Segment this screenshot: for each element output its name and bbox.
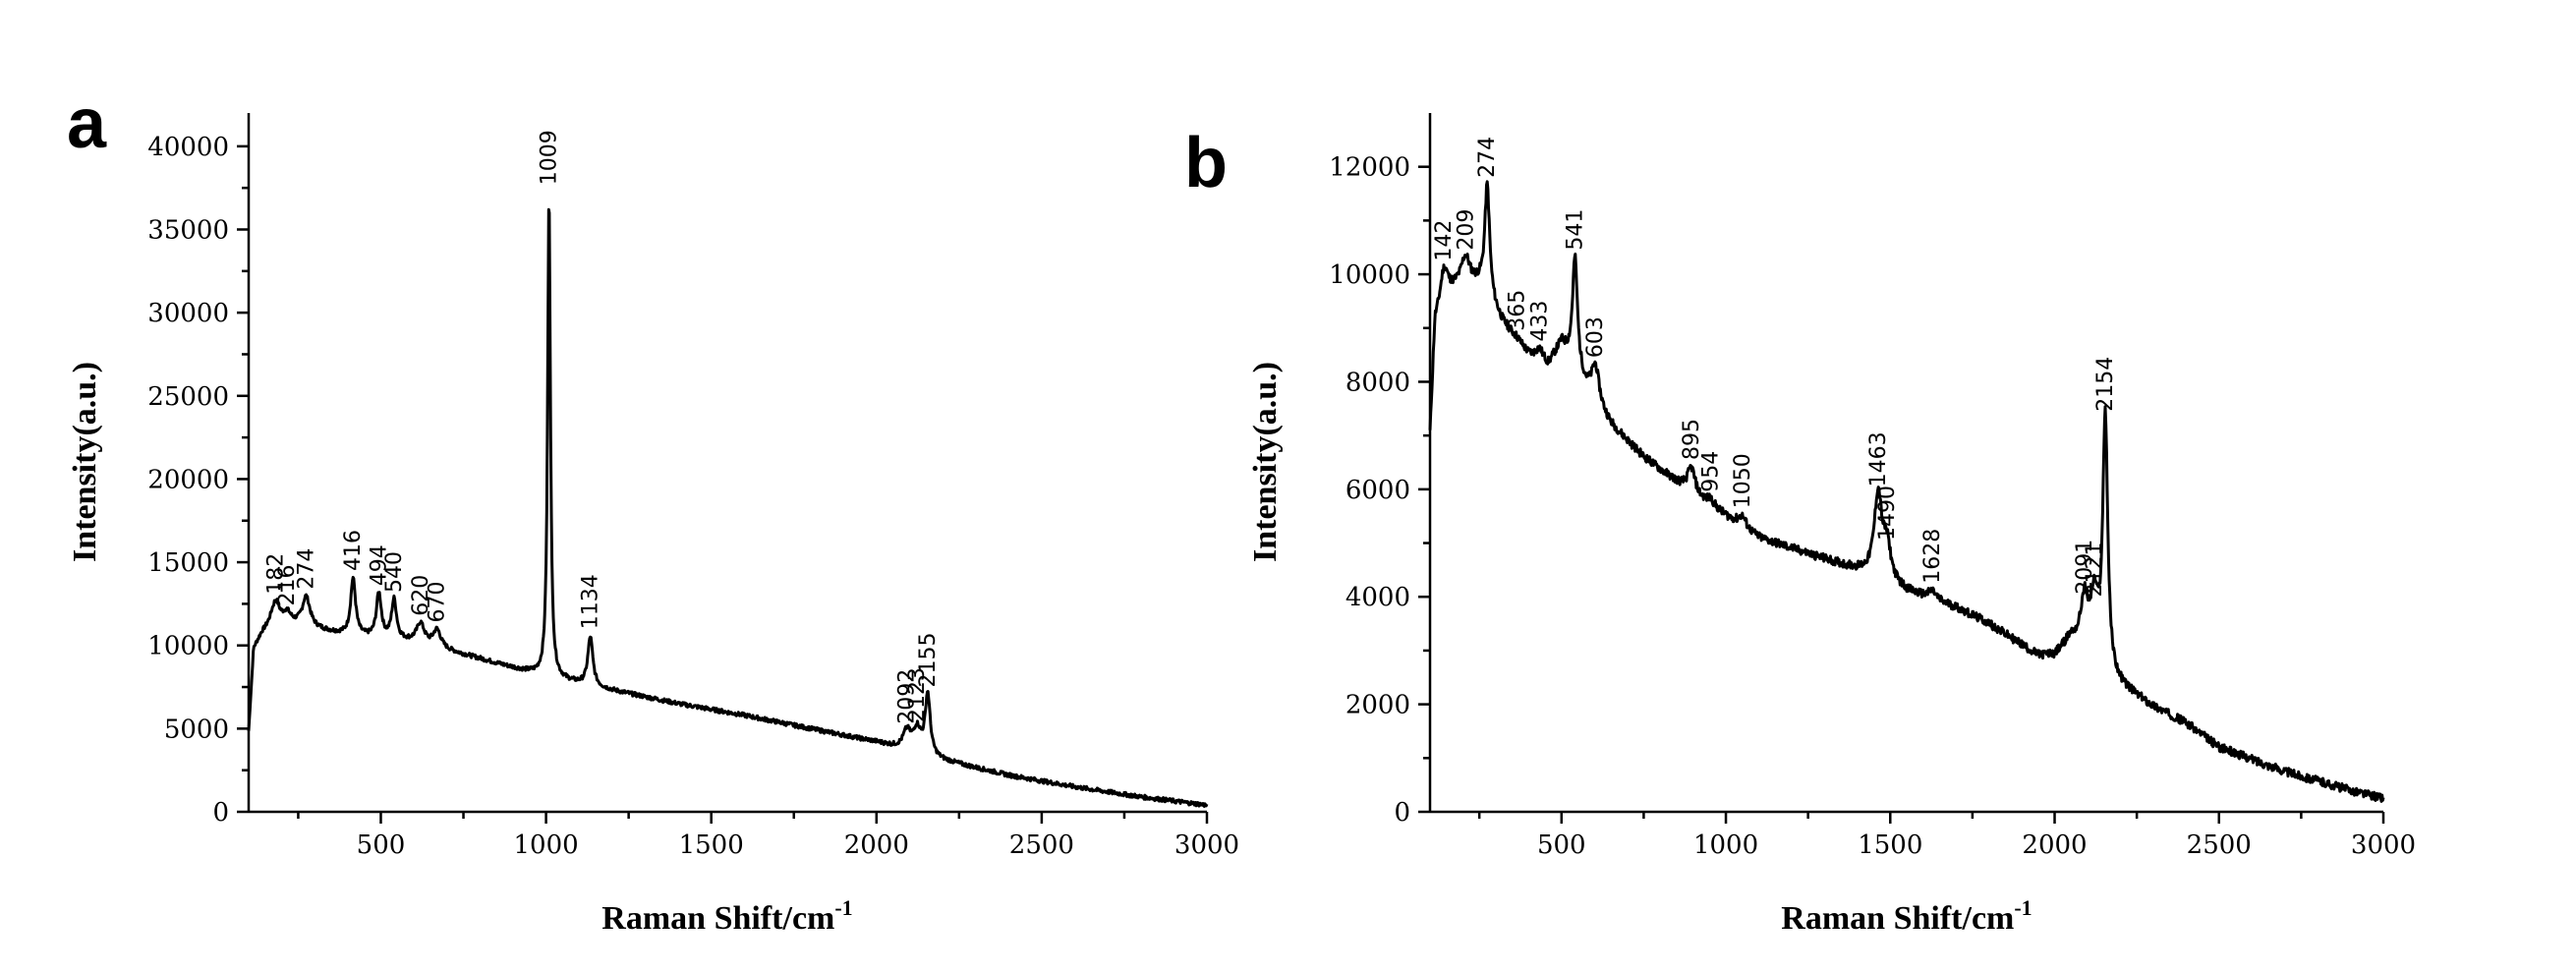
peak-label: 2092 — [895, 669, 920, 724]
peak-label: 2155 — [916, 633, 941, 688]
y-tick-label: 20000 — [147, 465, 229, 494]
panel-b-spectrum-line — [1428, 180, 2385, 803]
peak-label: 670 — [426, 581, 450, 622]
peak-label: 216 — [275, 565, 300, 606]
panel-b-letter: b — [1184, 124, 1228, 202]
peak-label: 365 — [1506, 290, 1530, 331]
panel-a-ticks: 500 1000 1500 2000 2500 300005000100001500020… — [147, 133, 1239, 860]
y-tick-label: 4000 — [1345, 583, 1410, 612]
x-tick-label: 2000 — [2022, 830, 2087, 860]
x-tick-label: 2500 — [2187, 830, 2252, 860]
peak-label: 1463 — [1866, 431, 1891, 486]
panel-a-spectrum-line — [247, 207, 1209, 808]
peak-label: 1009 — [538, 130, 562, 185]
y-tick-label: 6000 — [1345, 476, 1410, 505]
x-tick-label: 1000 — [514, 830, 579, 860]
panel-b: b 500 1000 1500 2000 2500 3000 0 2000 4000 6000 80… — [1184, 113, 2416, 937]
peak-label: 2091 — [2073, 540, 2097, 595]
x-tick-label: 500 — [357, 830, 406, 860]
panel-a-axes — [247, 113, 1207, 814]
peak-label: 540 — [382, 551, 407, 593]
y-tick-label: 2000 — [1345, 691, 1410, 720]
y-tick-label: 10000 — [147, 632, 229, 661]
peak-label: 416 — [341, 530, 366, 571]
x-tick-label: 2000 — [844, 830, 909, 860]
peak-label: 1134 — [579, 574, 603, 629]
panel-b-x-axis-title: Raman Shift/cm-1 — [1781, 895, 2032, 937]
peak-label: 182 — [264, 553, 289, 595]
panel-b-y-axis-title: Intensity(a.u.) — [1247, 362, 1284, 562]
panel-a-letter: a — [67, 85, 107, 163]
panel-b-x-axis-title-superscript: -1 — [2014, 895, 2032, 920]
x-tick-label: 2500 — [1009, 830, 1074, 860]
peak-label: 603 — [1583, 316, 1608, 358]
panel-b-ticks: 500 1000 1500 2000 2500 3000 0 2000 4000 6000 8000… — [1329, 153, 2416, 860]
y-tick-label: 30000 — [147, 299, 229, 328]
y-tick-label: 8000 — [1345, 368, 1410, 397]
peak-label: 620 — [409, 575, 433, 616]
x-tick-label: 1500 — [679, 830, 744, 860]
peak-label: 1490 — [1875, 486, 1900, 541]
y-tick-label: 25000 — [147, 382, 229, 412]
panel-a-x-axis-title: Raman Shift/cm-1 — [601, 895, 852, 937]
panel-a: a 500 1000 1500 2000 2500 3000050001000015000… — [67, 85, 1239, 937]
peak-label: 1050 — [1731, 453, 1755, 508]
x-tick-label: 3000 — [1174, 830, 1239, 860]
peak-label: 494 — [367, 544, 391, 586]
x-tick-label: 1500 — [1858, 830, 1922, 860]
panel-a-y-axis-title: Intensity(a.u.) — [67, 362, 103, 562]
y-tick-label: 0 — [1394, 798, 1410, 828]
peak-label: 209 — [1454, 209, 1478, 251]
peak-label: 954 — [1699, 451, 1724, 492]
x-tick-label: 1000 — [1693, 830, 1758, 860]
panel-a-x-axis-title-superscript: -1 — [834, 895, 852, 920]
y-tick-label: 5000 — [164, 715, 229, 744]
peak-label: 895 — [1680, 419, 1704, 460]
y-tick-label: 40000 — [147, 133, 229, 162]
x-tick-label: 500 — [1537, 830, 1586, 860]
peak-label: 274 — [1475, 137, 1500, 178]
panel-b-x-axis-title-text: Raman Shift/cm — [1781, 900, 2014, 937]
y-tick-label: 0 — [212, 798, 229, 828]
peak-label: 2121 — [2083, 542, 2107, 597]
y-tick-label: 35000 — [147, 216, 229, 246]
panel-a-x-axis-title-text: Raman Shift/cm — [601, 900, 834, 937]
peak-label: 2123 — [905, 667, 930, 722]
x-tick-label: 3000 — [2351, 830, 2416, 860]
y-tick-label: 10000 — [1329, 260, 1410, 290]
peak-label: 142 — [1432, 220, 1457, 261]
peak-label: 2154 — [2093, 357, 2118, 412]
peak-label: 541 — [1564, 209, 1588, 251]
y-tick-label: 15000 — [147, 548, 229, 578]
panel-b-axes — [1428, 113, 2383, 814]
y-tick-label: 12000 — [1329, 153, 1410, 183]
peak-label: 433 — [1527, 301, 1552, 342]
peak-label: 1628 — [1920, 529, 1945, 584]
peak-label: 274 — [295, 548, 319, 590]
